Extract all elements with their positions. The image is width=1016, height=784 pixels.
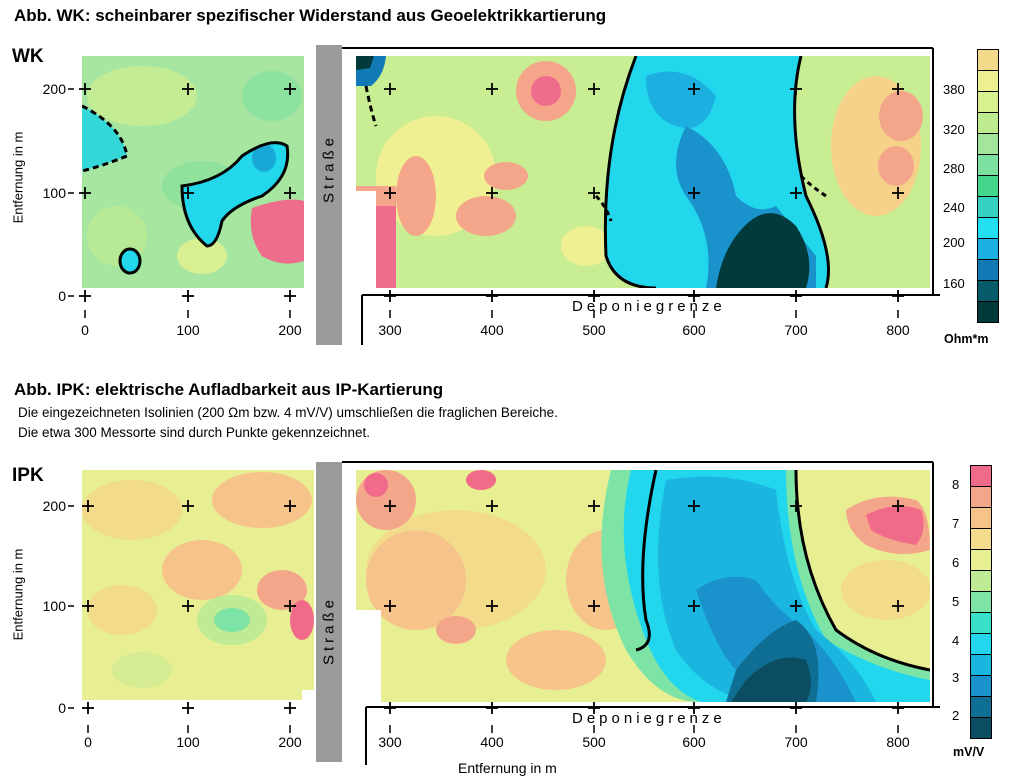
wk-ytick-0: 0 xyxy=(58,288,66,304)
wk-colorbar-swatch xyxy=(977,113,999,134)
ipk-map-right xyxy=(356,470,930,702)
wk-xtick-600: 600 xyxy=(682,322,706,338)
ipk-cb-tick-1: 7 xyxy=(952,516,960,531)
wk-cb-tick-2: 280 xyxy=(943,161,965,176)
wk-ytick-200: 200 xyxy=(42,81,66,97)
wk-colorbar-swatch xyxy=(977,197,999,218)
ipk-ytick-0: 0 xyxy=(58,700,66,716)
ipk-cb-tick-3: 5 xyxy=(952,594,960,609)
wk-map-right xyxy=(356,56,930,288)
ipk-colorbar-swatch xyxy=(970,487,992,508)
ipk-xtick-0: 0 xyxy=(84,734,92,750)
wk-colorbar-unit: Ohm*m xyxy=(944,332,989,346)
wk-xtick-400: 400 xyxy=(480,322,504,338)
ipk-cb-tick-2: 6 xyxy=(952,555,960,570)
wk-frame xyxy=(68,47,940,345)
ipk-colorbar-swatch xyxy=(970,613,992,634)
wk-cb-tick-1: 320 xyxy=(943,122,965,137)
ipk-cb-tick-4: 4 xyxy=(952,633,960,648)
ipk-colorbar-swatch xyxy=(970,550,992,571)
wk-colorbar-swatch xyxy=(977,49,999,71)
ipk-colorbar-swatch xyxy=(970,718,992,739)
ipk-colorbar-swatch xyxy=(970,465,992,487)
ipk-boundary-label: Deponiegrenze xyxy=(572,710,726,727)
wk-boundary-label: Deponiegrenze xyxy=(572,298,726,315)
wk-ytick-100: 100 xyxy=(42,185,66,201)
ipk-xtick-300: 300 xyxy=(378,734,402,750)
wk-xtick-200: 200 xyxy=(278,322,302,338)
wk-cb-tick-4: 200 xyxy=(943,235,965,250)
ipk-colorbar-swatch xyxy=(970,508,992,529)
wk-colorbar-swatch xyxy=(977,218,999,239)
wk-colorbar-swatch xyxy=(977,155,999,176)
ipk-xtick-200: 200 xyxy=(278,734,302,750)
ipk-road xyxy=(316,462,342,762)
wk-figure-title: Abb. WK: scheinbarer spezifischer Widers… xyxy=(14,6,607,25)
wk-panel-tag: WK xyxy=(12,46,44,67)
ipk-colorbar-unit: mV/V xyxy=(953,745,985,759)
wk-road xyxy=(316,45,342,345)
wk-cb-tick-3: 240 xyxy=(943,200,965,215)
ipk-ytick-200: 200 xyxy=(42,498,66,514)
ipk-map-left xyxy=(82,470,314,702)
wk-colorbar xyxy=(977,49,999,323)
wk-colorbar-swatch xyxy=(977,239,999,260)
wk-xtick-100: 100 xyxy=(176,322,200,338)
ipk-colorbar-swatch xyxy=(970,634,992,655)
ipk-frame xyxy=(68,461,940,765)
wk-colorbar-swatch xyxy=(977,134,999,155)
ipk-colorbar-swatch xyxy=(970,529,992,550)
ipk-xtick-600: 600 xyxy=(682,734,706,750)
ipk-colorbar-swatch xyxy=(970,655,992,676)
ipk-cb-tick-5: 3 xyxy=(952,670,960,685)
ipk-note-line1: Die eingezeichneten Isolinien (200 Ωm bz… xyxy=(18,405,558,420)
ipk-colorbar-swatch xyxy=(970,571,992,592)
wk-xtick-300: 300 xyxy=(378,322,402,338)
ipk-x-axis-title: Entfernung in m xyxy=(458,760,557,776)
ipk-xtick-500: 500 xyxy=(582,734,606,750)
ipk-colorbar-swatch xyxy=(970,676,992,697)
ipk-xtick-800: 800 xyxy=(886,734,910,750)
wk-colorbar-swatch xyxy=(977,281,999,302)
ipk-figure-title: Abb. IPK: elektrische Aufladbarkeit aus … xyxy=(14,380,444,399)
wk-xtick-700: 700 xyxy=(784,322,808,338)
ipk-note-line2: Die etwa 300 Messorte sind durch Punkte … xyxy=(18,425,370,440)
ipk-colorbar-swatch xyxy=(970,697,992,718)
ipk-colorbar xyxy=(970,465,992,739)
wk-colorbar-swatch xyxy=(977,71,999,92)
wk-xtick-500: 500 xyxy=(582,322,606,338)
ipk-xtick-700: 700 xyxy=(784,734,808,750)
ipk-panel-tag: IPK xyxy=(12,465,44,486)
ipk-colorbar-swatch xyxy=(970,592,992,613)
ipk-cb-tick-6: 2 xyxy=(952,708,960,723)
ipk-xtick-400: 400 xyxy=(480,734,504,750)
ipk-ytick-100: 100 xyxy=(42,598,66,614)
wk-xtick-800: 800 xyxy=(886,322,910,338)
wk-colorbar-swatch xyxy=(977,260,999,281)
wk-colorbar-swatch xyxy=(977,302,999,323)
wk-map-left xyxy=(82,56,304,288)
wk-cb-tick-0: 380 xyxy=(943,82,965,97)
ipk-xtick-100: 100 xyxy=(176,734,200,750)
wk-xtick-0: 0 xyxy=(81,322,89,338)
wk-colorbar-swatch xyxy=(977,92,999,113)
ipk-cb-tick-0: 8 xyxy=(952,477,960,492)
wk-cb-tick-5: 160 xyxy=(943,276,965,291)
wk-colorbar-swatch xyxy=(977,176,999,197)
